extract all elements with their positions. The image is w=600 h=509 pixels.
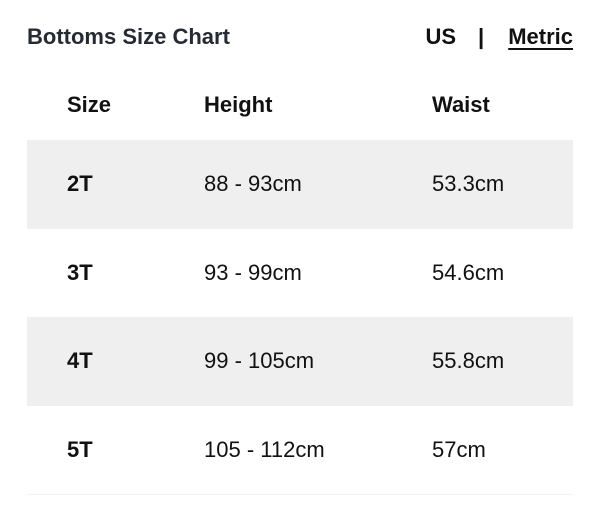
table-row: 3T 93 - 99cm 54.6cm (27, 229, 573, 318)
header-height: Height (204, 92, 273, 117)
cell-size: 2T (67, 171, 93, 197)
cell-size: 3T (67, 259, 93, 285)
table-header: Size Height Waist (27, 70, 573, 140)
cell-height: 93 - 99cm (204, 259, 302, 285)
cell-size: 4T (67, 348, 93, 374)
table-row: 2T 88 - 93cm 53.3cm (27, 140, 573, 229)
header-size: Size (67, 92, 112, 117)
page-title: Bottoms Size Chart (27, 24, 230, 49)
metric-unit-button[interactable]: Metric (508, 24, 573, 49)
cell-height: 88 - 93cm (204, 171, 302, 197)
us-unit-button[interactable]: US (425, 24, 457, 49)
table-row: 4T 99 - 105cm 55.8cm (27, 317, 573, 406)
header-waist: Waist (432, 92, 490, 117)
cell-waist: 53.3cm (432, 171, 505, 197)
cell-height: 105 - 112cm (204, 436, 325, 462)
cell-waist: 57cm (432, 436, 486, 462)
cell-height: 99 - 105cm (204, 348, 315, 374)
cell-waist: 55.8cm (432, 348, 505, 374)
cell-waist: 54.6cm (432, 259, 505, 285)
table-row: 5T 105 - 112cm 57cm (27, 406, 573, 495)
unit-separator: | (478, 24, 485, 49)
cell-size: 5T (67, 436, 93, 462)
unit-toggle: US | Metric (425, 24, 573, 50)
size-chart-table: Size Height Waist 2T 88 - 93cm 53.3cm 3T… (27, 70, 573, 495)
